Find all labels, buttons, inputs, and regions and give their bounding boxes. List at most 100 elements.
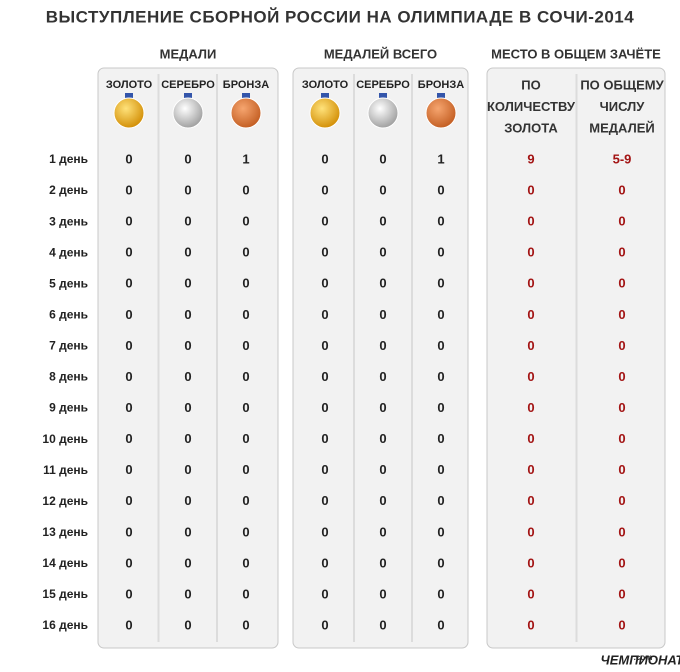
cell: 0 [184,276,191,291]
cell: 0 [125,276,132,291]
cell: 0 [618,524,625,539]
cell: 0 [618,369,625,384]
cell: 0 [242,183,249,198]
cell: 0 [242,338,249,353]
medal-icon [230,97,262,129]
cell: 0 [321,183,328,198]
cell: 0 [527,369,534,384]
cell: 0 [321,493,328,508]
cell: 0 [321,400,328,415]
cell: 0 [125,338,132,353]
ribbon [321,93,329,99]
column-header: ЗОЛОТА [504,120,558,135]
day-label: 7 день [49,339,88,353]
cell: 0 [125,307,132,322]
cell: 0 [125,617,132,632]
cell: 0 [379,276,386,291]
cell: 0 [379,183,386,198]
cell: 0 [184,245,191,260]
cell: 0 [437,338,444,353]
day-label: 4 день [49,245,88,259]
column-header: ПО [521,77,540,92]
cell: 0 [242,431,249,446]
cell: 0 [125,183,132,198]
cell: 0 [618,462,625,477]
cell: 0 [618,245,625,260]
cell: 0 [437,183,444,198]
cell: 1 [437,151,444,166]
cell: 0 [242,400,249,415]
cell: 0 [618,586,625,601]
cell: 0 [184,183,191,198]
cell: 0 [618,338,625,353]
day-label: 8 день [49,370,88,384]
cell: 0 [618,276,625,291]
medal-icon [367,97,399,129]
cell: 0 [437,276,444,291]
cell: 0 [527,617,534,632]
cell: 0 [379,555,386,570]
cell: 0 [437,307,444,322]
cell: 0 [618,493,625,508]
day-label: 14 день [42,556,88,570]
cell: 0 [379,431,386,446]
cell: 0 [618,555,625,570]
cell: 1 [242,151,249,166]
cell: 0 [379,586,386,601]
cell: 0 [437,617,444,632]
cell: 0 [184,617,191,632]
cell: 0 [379,245,386,260]
cell: 0 [125,493,132,508]
column-header: ЗОЛОТО [302,79,349,91]
medal-icon [425,97,457,129]
ribbon [379,93,387,99]
logo: ЧЕМПИОНАТ [601,652,680,667]
cell: 0 [379,338,386,353]
cell: 0 [437,555,444,570]
panel [292,67,469,649]
cell: 0 [379,307,386,322]
day-label: 13 день [42,525,88,539]
day-label: 6 день [49,308,88,322]
cell: 0 [184,586,191,601]
cell: 0 [437,369,444,384]
day-label: 10 день [42,432,88,446]
cell: 0 [527,493,534,508]
cell: 0 [242,369,249,384]
cell: 0 [321,214,328,229]
cell: 0 [125,555,132,570]
cell: 0 [618,183,625,198]
cell: 0 [184,493,191,508]
cell: 0 [437,462,444,477]
cell: 0 [242,493,249,508]
cell: 0 [184,400,191,415]
day-label: 11 день [43,463,88,477]
cell: 0 [321,524,328,539]
cell: 0 [321,617,328,632]
column-header: СЕРЕБРО [161,79,215,91]
cell: 0 [125,369,132,384]
cell: 0 [437,400,444,415]
column-header: БРОНЗА [418,79,464,91]
cell: 0 [321,431,328,446]
cell: 0 [125,214,132,229]
cell: 0 [242,462,249,477]
column-header: ПО ОБЩЕМУ [580,77,664,92]
cell: 0 [125,524,132,539]
cell: 0 [242,276,249,291]
column-header: МЕДАЛЕЙ [589,120,654,135]
cell: 0 [321,151,328,166]
cell: 0 [527,524,534,539]
cell: 0 [184,524,191,539]
logo-suffix: .com [634,653,653,662]
cell: 0 [321,369,328,384]
cell: 0 [527,586,534,601]
cell: 0 [379,617,386,632]
column-header: ЗОЛОТО [106,79,153,91]
cell: 0 [242,555,249,570]
cell: 0 [527,555,534,570]
cell: 0 [125,462,132,477]
cell: 0 [184,462,191,477]
cell: 0 [321,307,328,322]
